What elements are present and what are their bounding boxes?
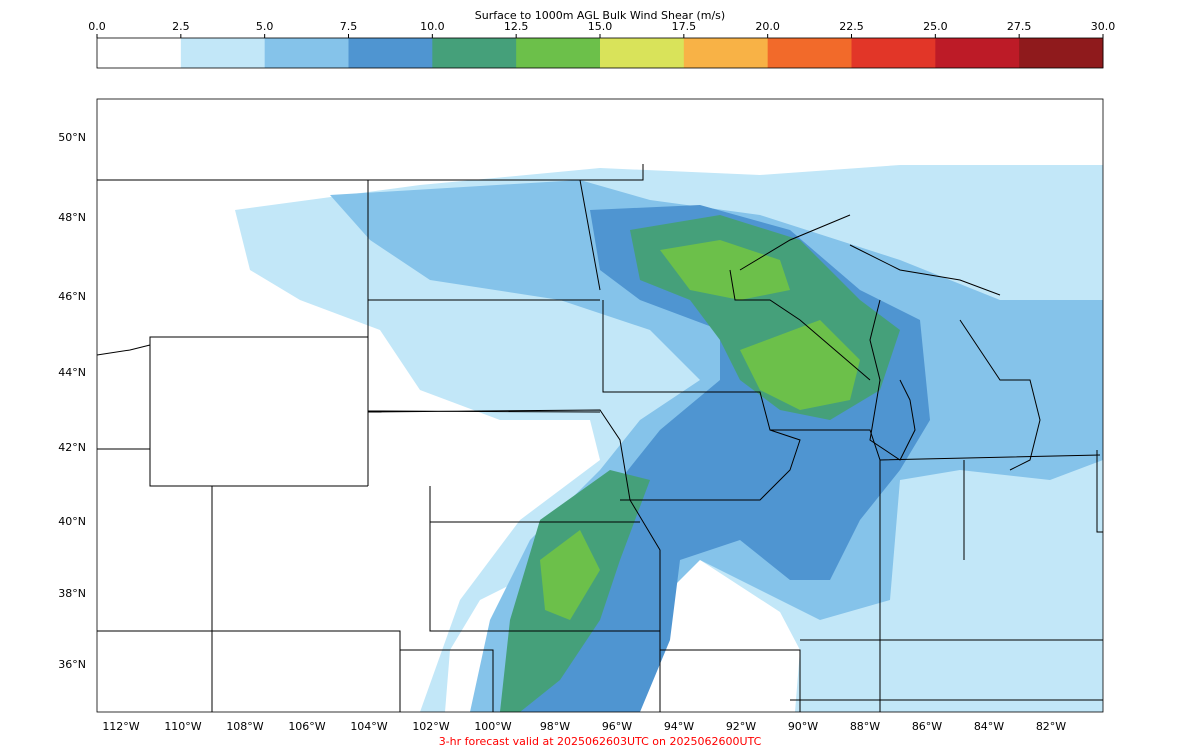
colorbar-bin: [432, 38, 517, 68]
colorbar-tick-label: 22.5: [839, 20, 864, 33]
colorbar-tick-label: 20.0: [755, 20, 780, 33]
colorbar-bin: [683, 38, 769, 68]
colorbar-tick-label: 0.0: [88, 20, 106, 33]
lat-label: 44°N: [58, 366, 86, 379]
map-frame: [96, 98, 1104, 713]
lon-label: 108°W: [226, 720, 263, 733]
lon-label: 86°W: [912, 720, 942, 733]
lon-label: 84°W: [974, 720, 1004, 733]
colorbar-tick-label: 5.0: [256, 20, 274, 33]
colorbar-tick-label: 7.5: [340, 20, 358, 33]
lon-label: 82°W: [1036, 720, 1066, 733]
colorbar-bin: [516, 38, 601, 68]
colorbar-tick-label: 17.5: [672, 20, 697, 33]
lat-label: 46°N: [58, 290, 86, 303]
colorbar-bin: [1019, 38, 1104, 68]
footer: 3-hr forecast valid at 2025062603UTC on …: [439, 735, 762, 748]
lon-label: 106°W: [288, 720, 325, 733]
lon-label: 112°W: [102, 720, 139, 733]
lon-label: 94°W: [664, 720, 694, 733]
colorbar-bin: [264, 38, 349, 68]
colorbar: 0.0 2.5 5.0 7.5 10.0 12.5 15.0 17.5 20.0 22.5 25.0…: [88, 20, 1116, 69]
colorbar-tick-label: 27.5: [1007, 20, 1032, 33]
lon-labels: 112°W 110°W 108°W 106°W 104°W 102°W 100°W 98°W 9…: [102, 720, 1066, 733]
colorbar-title: Surface to 1000m AGL Bulk Wind Shear (m/…: [475, 9, 725, 22]
colorbar-bin: [851, 38, 936, 68]
lon-label: 104°W: [350, 720, 387, 733]
lat-label: 40°N: [58, 515, 86, 528]
lat-label: 42°N: [58, 441, 86, 454]
lon-label: 96°W: [602, 720, 632, 733]
lon-label: 102°W: [412, 720, 449, 733]
shear-region: [740, 320, 860, 410]
shear-field: [235, 165, 1103, 712]
colorbar-tick-label: 10.0: [420, 20, 445, 33]
lat-label: 50°N: [58, 131, 86, 144]
lat-label: 38°N: [58, 587, 86, 600]
colorbar-tick-label: 25.0: [923, 20, 948, 33]
colorbar-tick-label: 12.5: [504, 20, 529, 33]
lon-label: 88°W: [850, 720, 880, 733]
colorbar-tick-label: 30.0: [1091, 20, 1116, 33]
lat-labels: 50°N 48°N 46°N 44°N 42°N 40°N 38°N 36°N: [58, 131, 86, 671]
colorbar-tick-label: 15.0: [588, 20, 613, 33]
lon-label: 98°W: [540, 720, 570, 733]
shear-region: [660, 240, 790, 300]
colorbar-bin: [348, 38, 433, 68]
lat-label: 48°N: [58, 211, 86, 224]
lat-label: 36°N: [58, 658, 86, 671]
lon-label: 110°W: [164, 720, 201, 733]
lon-label: 90°W: [788, 720, 818, 733]
boundaries: [97, 164, 1103, 712]
lon-label: 92°W: [726, 720, 756, 733]
colorbar-bin: [97, 38, 182, 68]
shear-region: [540, 530, 600, 620]
colorbar-bin: [600, 38, 685, 68]
colorbar-tick-label: 2.5: [172, 20, 190, 33]
colorbar-bin: [767, 38, 852, 68]
colorbar-bin: [935, 38, 1020, 68]
lon-label: 100°W: [474, 720, 511, 733]
colorbar-bin: [180, 38, 266, 68]
